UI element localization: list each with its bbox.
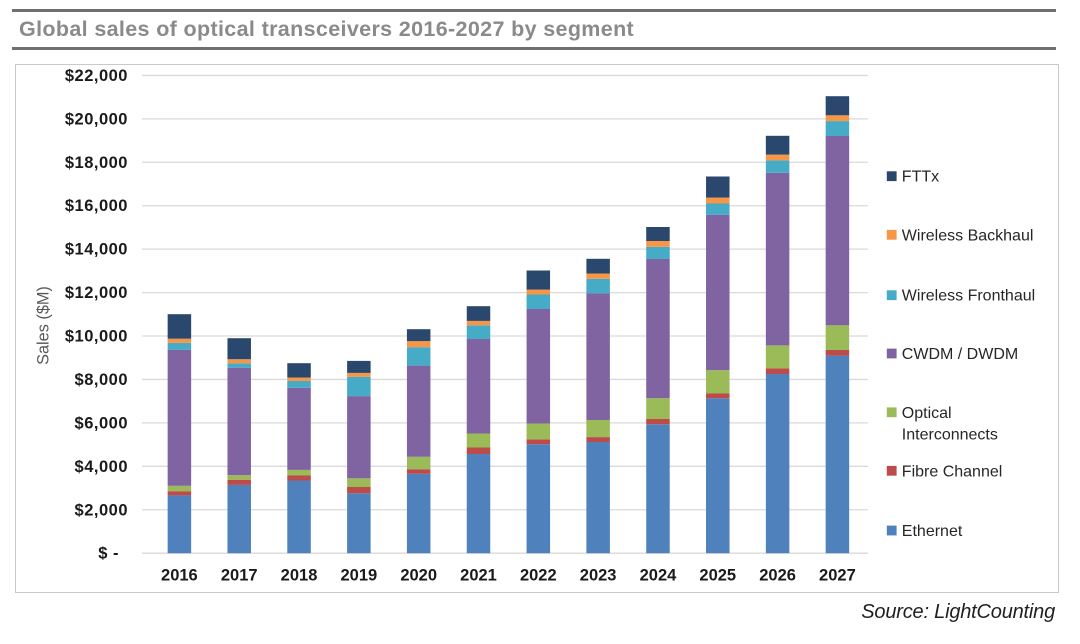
svg-text:2024: 2024 (640, 567, 678, 585)
svg-text:2018: 2018 (281, 567, 318, 585)
svg-text:FTTx: FTTx (902, 169, 939, 186)
svg-text:2020: 2020 (400, 567, 437, 585)
svg-text:$4,000: $4,000 (75, 458, 128, 476)
svg-text:2019: 2019 (341, 567, 378, 585)
svg-text:2026: 2026 (759, 567, 796, 585)
svg-text:$ -: $ - (98, 545, 119, 563)
svg-text:$8,000: $8,000 (75, 371, 128, 389)
svg-text:2016: 2016 (161, 567, 198, 585)
svg-text:2017: 2017 (221, 567, 258, 585)
svg-text:$22,000: $22,000 (65, 67, 128, 85)
svg-text:$20,000: $20,000 (65, 110, 128, 128)
svg-text:$18,000: $18,000 (65, 154, 128, 172)
svg-text:CWDM / DWDM: CWDM / DWDM (902, 346, 1018, 363)
svg-text:$6,000: $6,000 (75, 414, 128, 432)
svg-text:Wireless Backhaul: Wireless Backhaul (902, 227, 1034, 244)
svg-text:$2,000: $2,000 (75, 501, 128, 519)
svg-text:Optical: Optical (902, 405, 952, 422)
svg-text:Wireless Fronthaul: Wireless Fronthaul (902, 288, 1035, 305)
svg-text:2025: 2025 (699, 567, 736, 585)
svg-text:2023: 2023 (580, 567, 617, 585)
svg-text:$10,000: $10,000 (65, 328, 128, 346)
svg-text:Ethernet: Ethernet (902, 523, 963, 540)
svg-text:$14,000: $14,000 (65, 241, 128, 259)
svg-text:$12,000: $12,000 (65, 284, 128, 302)
svg-text:$16,000: $16,000 (65, 197, 128, 215)
svg-text:Interconnects: Interconnects (902, 426, 998, 443)
svg-text:Sales ($M): Sales ($M) (35, 286, 53, 365)
svg-text:Fibre Channel: Fibre Channel (902, 463, 1003, 480)
svg-text:2027: 2027 (819, 567, 856, 585)
svg-text:2021: 2021 (460, 567, 497, 585)
svg-text:2022: 2022 (520, 567, 557, 585)
